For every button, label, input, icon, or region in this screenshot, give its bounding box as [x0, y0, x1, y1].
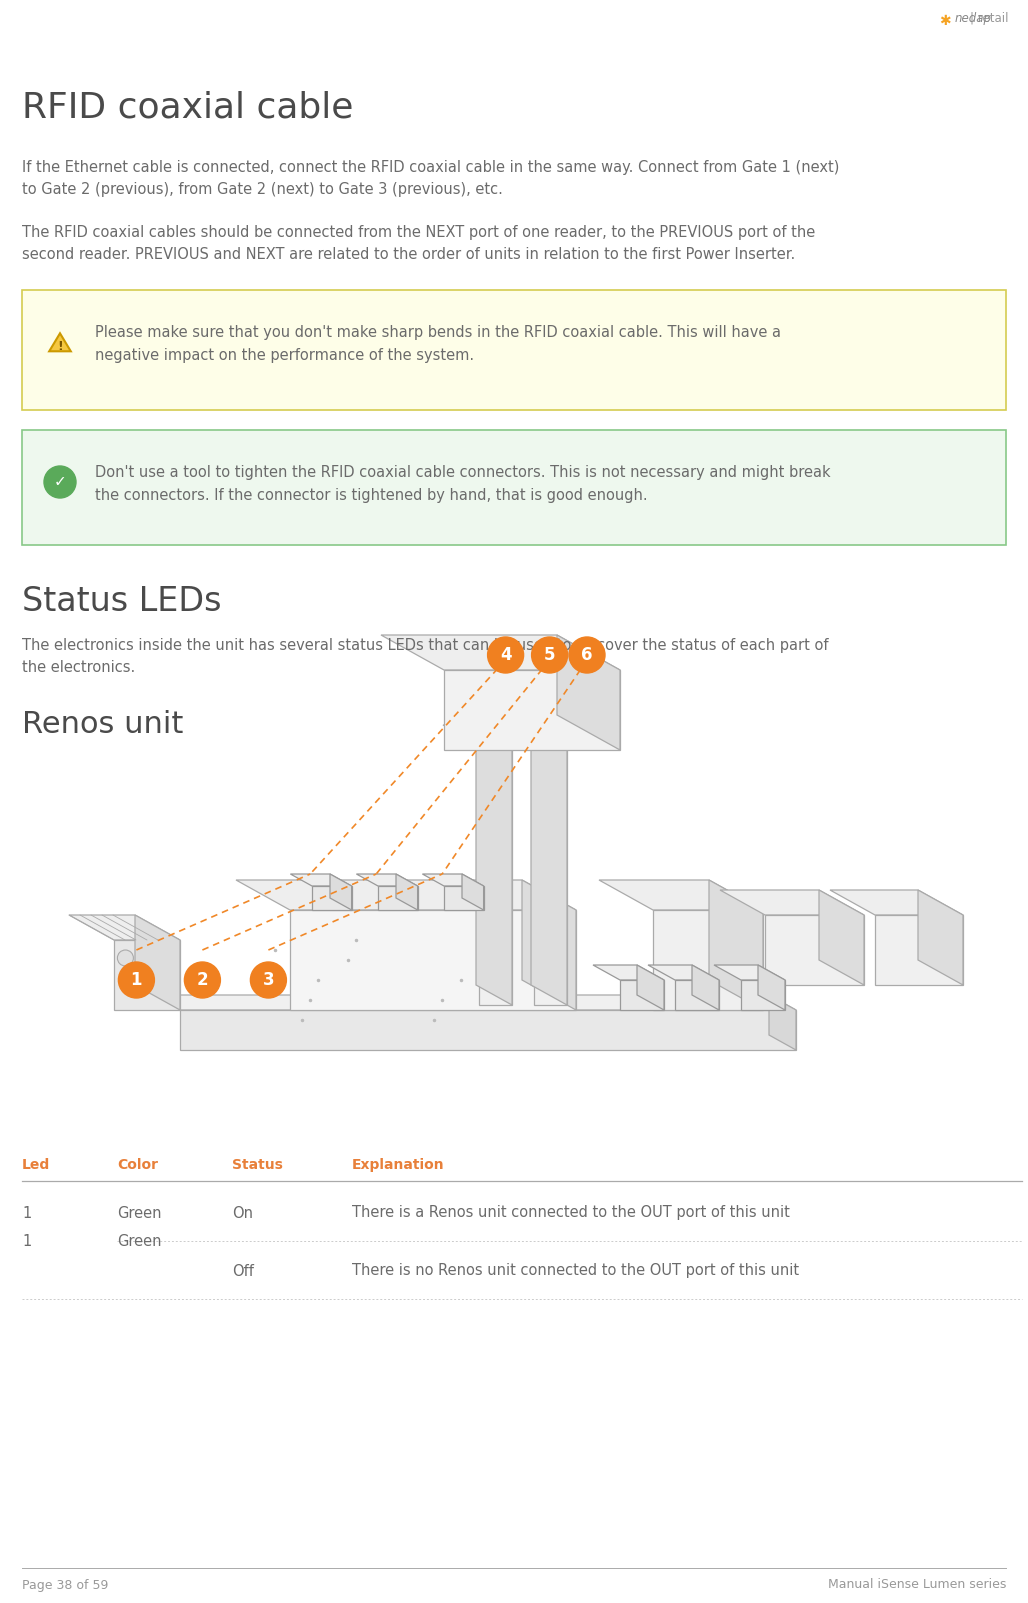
Text: Green: Green — [117, 1205, 161, 1220]
Text: If the Ethernet cable is connected, connect the RFID coaxial cable in the same w: If the Ethernet cable is connected, conn… — [22, 160, 840, 175]
Circle shape — [570, 636, 605, 673]
Text: Page 38 of 59: Page 38 of 59 — [22, 1579, 108, 1592]
Polygon shape — [918, 890, 963, 984]
Text: 1: 1 — [22, 1205, 31, 1220]
FancyBboxPatch shape — [22, 290, 1006, 410]
Polygon shape — [599, 880, 763, 911]
Text: 1: 1 — [131, 971, 142, 989]
Polygon shape — [290, 874, 352, 886]
Polygon shape — [444, 670, 620, 750]
Text: to Gate 2 (previous), from Gate 2 (next) to Gate 3 (previous), etc.: to Gate 2 (previous), from Gate 2 (next)… — [22, 183, 503, 197]
Text: There is a Renos unit connected to the OUT port of this unit: There is a Renos unit connected to the O… — [352, 1205, 790, 1220]
Text: 5: 5 — [544, 646, 555, 664]
Polygon shape — [675, 979, 719, 1010]
Polygon shape — [180, 1010, 796, 1050]
Polygon shape — [444, 886, 483, 911]
Text: | retail: | retail — [969, 11, 1008, 26]
Polygon shape — [830, 890, 963, 915]
Text: The electronics inside the unit has several status LEDs that can be used to disc: The electronics inside the unit has seve… — [22, 638, 829, 652]
Circle shape — [251, 962, 287, 999]
Circle shape — [118, 962, 154, 999]
Text: 3: 3 — [262, 971, 274, 989]
Circle shape — [184, 962, 220, 999]
Polygon shape — [653, 911, 763, 1010]
Text: RFID coaxial cable: RFID coaxial cable — [22, 90, 354, 123]
Polygon shape — [423, 874, 483, 886]
Text: Explanation: Explanation — [352, 1157, 445, 1172]
Text: !: ! — [58, 340, 63, 354]
Polygon shape — [49, 333, 71, 351]
Polygon shape — [741, 979, 785, 1010]
Polygon shape — [709, 880, 763, 1010]
Text: Status: Status — [232, 1157, 283, 1172]
Polygon shape — [557, 635, 620, 750]
Text: 2: 2 — [196, 971, 209, 989]
FancyBboxPatch shape — [22, 430, 1006, 545]
Polygon shape — [236, 880, 576, 911]
Text: the electronics.: the electronics. — [22, 660, 136, 675]
Text: Manual iSense Lumen series: Manual iSense Lumen series — [828, 1579, 1006, 1592]
Polygon shape — [135, 915, 180, 1010]
Text: second reader. PREVIOUS and NEXT are related to the order of units in relation t: second reader. PREVIOUS and NEXT are rel… — [22, 247, 796, 261]
Polygon shape — [714, 965, 785, 979]
Polygon shape — [758, 965, 785, 1010]
Text: nedap: nedap — [955, 11, 992, 26]
Polygon shape — [443, 725, 512, 745]
Polygon shape — [720, 890, 864, 915]
Circle shape — [117, 951, 134, 967]
Polygon shape — [593, 965, 664, 979]
Polygon shape — [875, 915, 963, 984]
Polygon shape — [692, 965, 719, 1010]
Text: Renos unit: Renos unit — [22, 710, 183, 739]
Polygon shape — [534, 745, 567, 1005]
Polygon shape — [290, 911, 576, 1010]
Text: Status LEDs: Status LEDs — [22, 585, 221, 619]
Polygon shape — [153, 995, 796, 1010]
Circle shape — [44, 466, 76, 499]
Polygon shape — [648, 965, 719, 979]
Text: Color: Color — [117, 1157, 158, 1172]
Text: There is no Renos unit connected to the OUT port of this unit: There is no Renos unit connected to the … — [352, 1263, 799, 1279]
Circle shape — [487, 636, 523, 673]
Text: the connectors. If the connector is tightened by hand, that is good enough.: the connectors. If the connector is tigh… — [95, 487, 648, 503]
Text: The RFID coaxial cables should be connected from the NEXT port of one reader, to: The RFID coaxial cables should be connec… — [22, 224, 815, 240]
Polygon shape — [522, 880, 576, 1010]
Polygon shape — [498, 725, 567, 745]
Polygon shape — [357, 874, 417, 886]
Polygon shape — [114, 939, 180, 1010]
Polygon shape — [765, 915, 864, 984]
Polygon shape — [381, 635, 620, 670]
Polygon shape — [330, 874, 352, 911]
Text: 6: 6 — [581, 646, 593, 664]
Polygon shape — [620, 979, 664, 1010]
Text: Off: Off — [232, 1263, 254, 1279]
Circle shape — [531, 636, 567, 673]
Polygon shape — [819, 890, 864, 984]
Polygon shape — [69, 915, 180, 939]
Text: negative impact on the performance of the system.: negative impact on the performance of th… — [95, 348, 474, 362]
Text: Don't use a tool to tighten the RFID coaxial cable connectors. This is not neces: Don't use a tool to tighten the RFID coa… — [95, 465, 831, 479]
Text: Green: Green — [117, 1233, 161, 1249]
Text: 4: 4 — [500, 646, 511, 664]
Polygon shape — [476, 725, 512, 1005]
Text: 1: 1 — [22, 1233, 31, 1249]
Polygon shape — [396, 874, 417, 911]
Polygon shape — [313, 886, 352, 911]
Text: ✱: ✱ — [940, 14, 951, 27]
Polygon shape — [531, 725, 567, 1005]
Text: ✓: ✓ — [53, 474, 67, 489]
Polygon shape — [378, 886, 417, 911]
Polygon shape — [637, 965, 664, 1010]
Text: Please make sure that you don't make sharp bends in the RFID coaxial cable. This: Please make sure that you don't make sha… — [95, 325, 781, 340]
Polygon shape — [479, 745, 512, 1005]
Text: Led: Led — [22, 1157, 50, 1172]
Polygon shape — [462, 874, 483, 911]
Text: On: On — [232, 1205, 253, 1220]
Polygon shape — [769, 995, 796, 1050]
